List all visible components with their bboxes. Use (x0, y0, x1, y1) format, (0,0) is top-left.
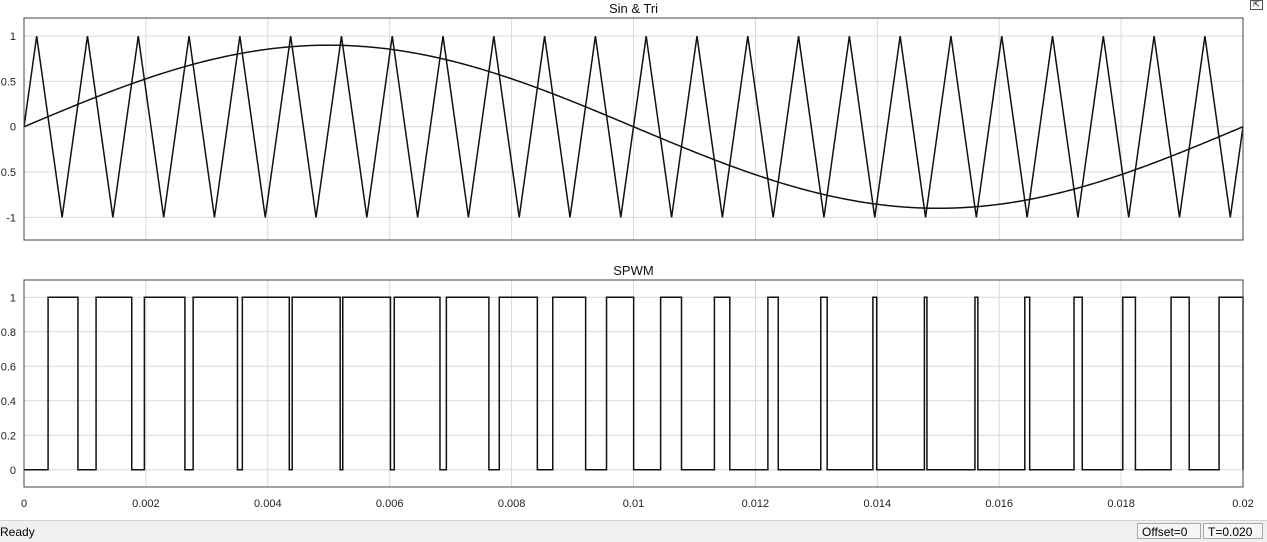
axes-frame-1 (23, 17, 1244, 241)
x-tick-label: 0.01 (623, 498, 644, 510)
x-tick-label: 0.006 (376, 498, 404, 510)
y-tick-label: 0 (10, 122, 16, 134)
y-tick-label: 0.5 (1, 167, 16, 179)
x-tick-label: 0.002 (132, 498, 160, 510)
plot-title-1: Sin & Tri (609, 1, 658, 16)
axes-frame-2 (23, 279, 1244, 488)
x-tick-label: 0 (21, 498, 27, 510)
scope-plot-area: 1 0.5 0 0.5 -1 Sin & Tri 1 0.8 0.6 0.4 0.2 0 SPWM 0 0.… (1, 1, 1254, 510)
restore-axes-icon[interactable]: ⇱ (1250, 0, 1263, 10)
x-tick-label: 0.016 (985, 498, 1013, 510)
time-readout: T=0.020 (1203, 523, 1263, 539)
x-tick-label: 0.018 (1107, 498, 1135, 510)
x-tick-label: 0.012 (742, 498, 770, 510)
x-tick-label: 0.02 (1232, 498, 1253, 510)
y-tick-label: 1 (10, 31, 16, 43)
spwm-series-line (24, 296, 1244, 471)
y-tick-label: 0.6 (1, 361, 16, 373)
x-tick-label: 0.014 (864, 498, 892, 510)
offset-readout: Offset=0 (1137, 523, 1201, 539)
plot-title-2: SPWM (613, 263, 653, 278)
triangle-series-line (23, 36, 1244, 218)
y-tick-label: 0.4 (1, 396, 16, 408)
status-bar: Ready Offset=0 T=0.020 (0, 520, 1267, 542)
y-tick-label: 0.8 (1, 327, 16, 339)
x-tick-label: 0.008 (498, 498, 526, 510)
x-tick-label: 0.004 (254, 498, 282, 510)
y-tick-label: 0.5 (1, 76, 16, 88)
status-text: Ready (0, 525, 35, 539)
y-tick-label: 1 (10, 292, 16, 304)
y-tick-label: -1 (6, 212, 16, 224)
y-tick-label: 0 (10, 465, 16, 477)
y-tick-label: 0.2 (1, 430, 16, 442)
